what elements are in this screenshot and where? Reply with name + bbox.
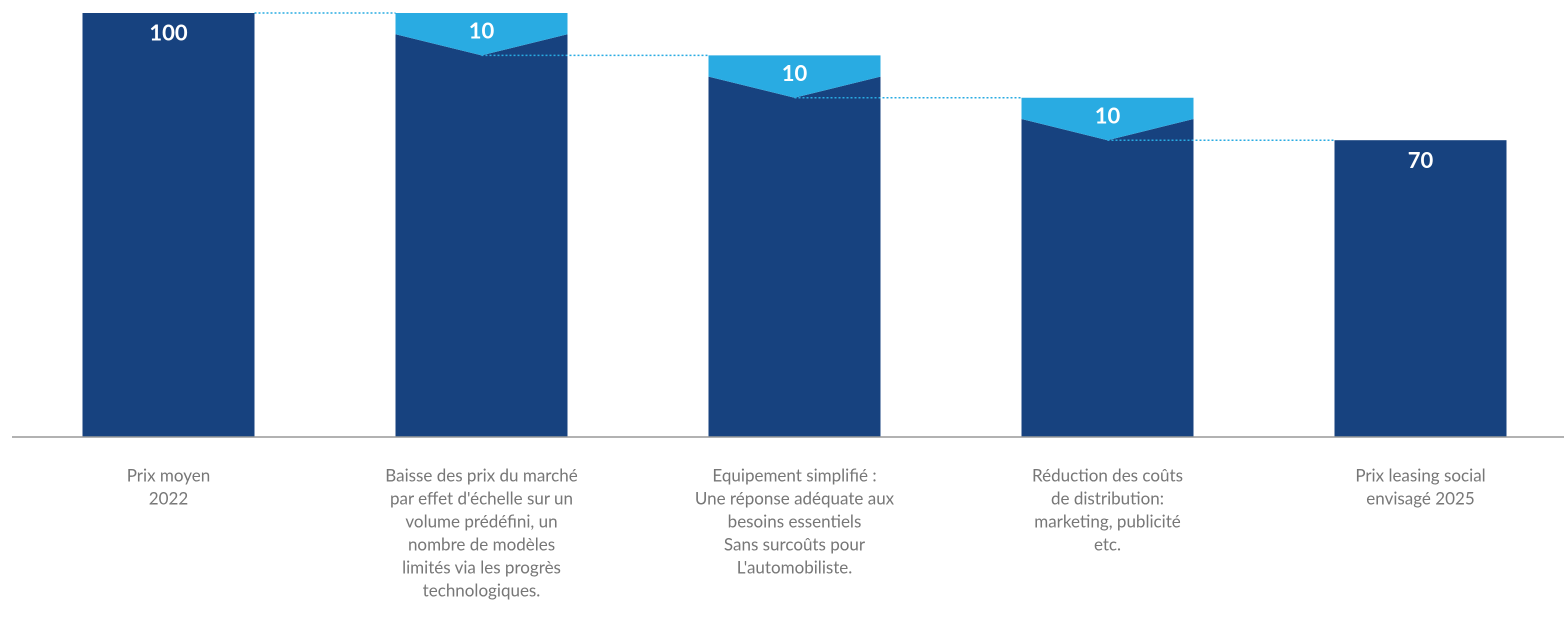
x-tick-label: technologiques. bbox=[423, 579, 541, 600]
x-tick-label: Equipement simplifié : bbox=[712, 464, 876, 485]
bar bbox=[82, 13, 255, 437]
x-tick-label: marketing, publicité bbox=[1034, 510, 1181, 531]
decrease-segment bbox=[395, 13, 568, 56]
x-tick-label: limités via les progrès bbox=[402, 556, 561, 577]
x-tick-label: Baisse des prix du marché bbox=[385, 464, 577, 485]
value-label: 10 bbox=[1095, 101, 1121, 128]
x-tick-label: volume prédéfini, un bbox=[405, 510, 557, 531]
bar bbox=[1021, 119, 1194, 437]
x-tick-label: etc. bbox=[1094, 533, 1121, 554]
x-tick-label: 2022 bbox=[149, 487, 188, 508]
x-tick-label: par effet d'échelle sur un bbox=[390, 487, 573, 508]
value-label: 100 bbox=[149, 19, 188, 46]
bar bbox=[395, 34, 568, 437]
x-tick-label: Une réponse adéquate aux bbox=[695, 487, 895, 508]
x-tick-label: de distribution: bbox=[1051, 487, 1164, 508]
decrease-segment bbox=[1021, 97, 1194, 141]
x-tick-label: besoins essentiels bbox=[728, 510, 862, 531]
x-tick-label: Sans surcoûts pour bbox=[724, 533, 866, 554]
x-tick-label: Prix moyen bbox=[127, 464, 210, 485]
x-tick-label: envisagé 2025 bbox=[1366, 487, 1474, 508]
x-tick-label: Prix leasing social bbox=[1355, 464, 1485, 485]
bar bbox=[708, 76, 881, 437]
value-label: 70 bbox=[1408, 146, 1434, 173]
value-label: 10 bbox=[469, 17, 495, 44]
bar bbox=[1334, 140, 1507, 437]
decrease-segment bbox=[708, 55, 881, 98]
value-label: 10 bbox=[782, 59, 808, 86]
x-tick-label: L'automobiliste. bbox=[737, 556, 853, 577]
x-tick-label: nombre de modèles bbox=[408, 533, 555, 554]
x-tick-label: Réduction des coûts bbox=[1032, 464, 1183, 485]
